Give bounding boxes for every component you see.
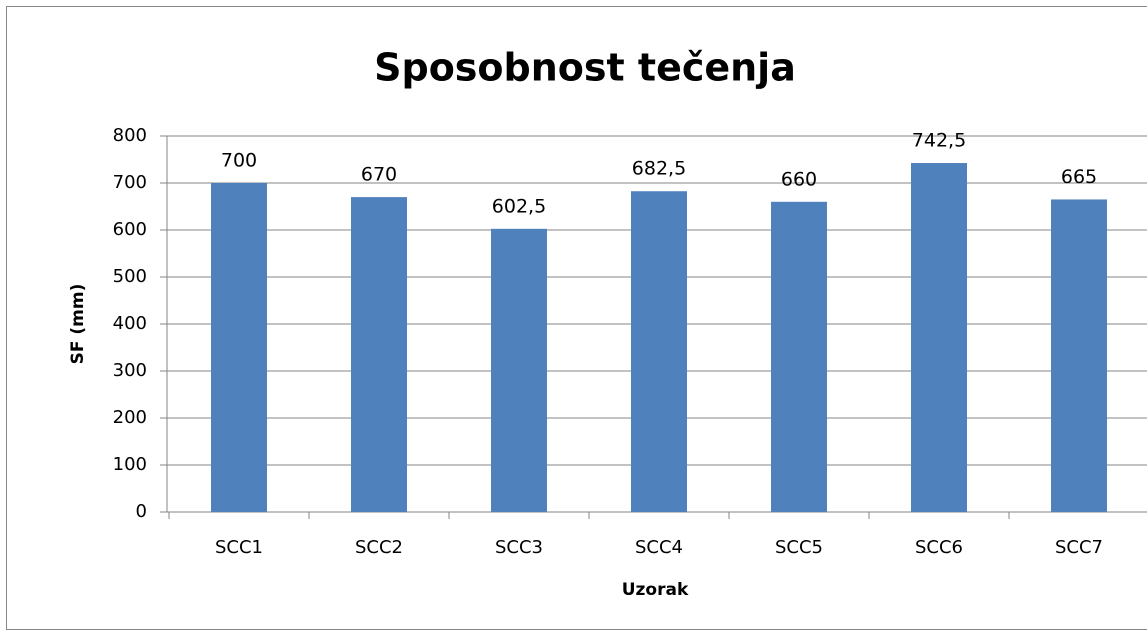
y-tick-label: 800 [113,125,147,146]
x-tick-label: SCC2 [355,537,403,558]
x-tick-label: SCC6 [915,537,963,558]
x-tick-label: SCC5 [775,537,823,558]
chart-title: Sposobnost tečenja [374,46,796,90]
x-tick-label: SCC7 [1055,537,1103,558]
x-axis-title: Uzorak [622,580,689,600]
value-label: 602,5 [492,195,546,217]
chart-frame [6,6,1147,630]
bar [1051,199,1107,512]
y-tick-label: 400 [113,313,147,334]
y-tick-label: 0 [136,501,147,522]
y-tick-label: 100 [113,454,147,475]
bar [491,228,547,512]
bar [911,163,967,512]
y-axis-title: SF (mm) [68,284,88,365]
value-label: 700 [221,150,257,172]
value-label: 742,5 [912,130,966,152]
x-tick-label: SCC4 [635,537,683,558]
value-label: 682,5 [632,158,686,180]
y-tick-label: 500 [113,266,147,287]
value-label: 660 [781,168,817,190]
x-tick-label: SCC1 [215,537,263,558]
y-tick-label: 600 [113,219,147,240]
value-label: 670 [361,164,397,186]
bar [771,201,827,513]
y-tick-label: 300 [113,360,147,381]
value-label: 665 [1061,166,1097,188]
x-tick-label: SCC3 [495,537,543,558]
bar [211,183,267,512]
y-tick-label: 700 [113,172,147,193]
bar [631,191,687,512]
bar [351,197,407,512]
y-tick-label: 200 [113,407,147,428]
